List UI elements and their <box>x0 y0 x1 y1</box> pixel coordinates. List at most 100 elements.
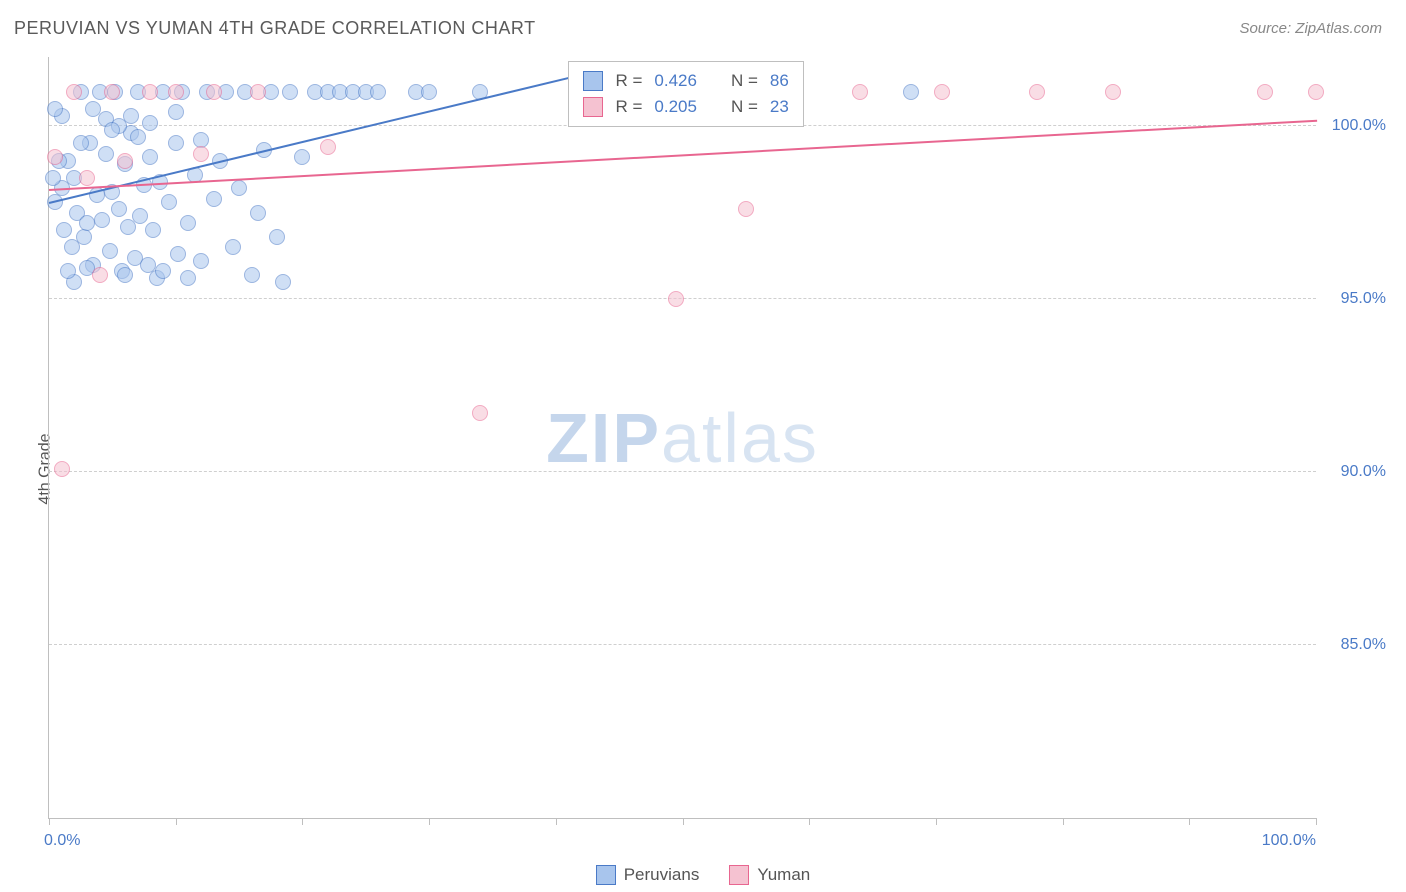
scatter-point <box>168 84 184 100</box>
x-tick <box>1063 818 1064 825</box>
x-tick <box>49 818 50 825</box>
scatter-point <box>193 146 209 162</box>
x-tick <box>936 818 937 825</box>
scatter-point <box>1029 84 1045 100</box>
stats-box: R =0.426N =86R =0.205N =23 <box>568 61 803 127</box>
gridline <box>49 471 1316 472</box>
x-tick <box>683 818 684 825</box>
legend-label: Yuman <box>757 865 810 885</box>
r-label: R = <box>615 71 642 91</box>
scatter-point <box>852 84 868 100</box>
scatter-point <box>111 201 127 217</box>
legend-item-peruvians: Peruvians <box>596 865 700 885</box>
scatter-point <box>168 135 184 151</box>
scatter-point <box>269 229 285 245</box>
scatter-point <box>145 222 161 238</box>
scatter-point <box>294 149 310 165</box>
scatter-point <box>250 205 266 221</box>
scatter-point <box>668 291 684 307</box>
x-tick <box>809 818 810 825</box>
scatter-point <box>142 115 158 131</box>
scatter-point <box>117 267 133 283</box>
legend-swatch-icon <box>596 865 616 885</box>
scatter-point <box>79 215 95 231</box>
scatter-point <box>206 84 222 100</box>
scatter-point <box>250 84 266 100</box>
watermark: ZIPatlas <box>546 398 819 478</box>
x-tick <box>1189 818 1190 825</box>
x-tick <box>176 818 177 825</box>
scatter-point <box>66 84 82 100</box>
y-tick-label: 95.0% <box>1341 290 1386 308</box>
scatter-point <box>104 122 120 138</box>
scatter-point <box>168 104 184 120</box>
chart-container: 4th Grade ZIPatlas 85.0%90.0%95.0%100.0%… <box>0 49 1406 889</box>
scatter-point <box>123 108 139 124</box>
scatter-point <box>206 191 222 207</box>
r-label: R = <box>615 97 642 117</box>
scatter-point <box>60 263 76 279</box>
series-swatch-icon <box>583 97 603 117</box>
gridline <box>49 644 1316 645</box>
r-value: 0.426 <box>654 71 697 91</box>
scatter-point <box>94 212 110 228</box>
y-tick-label: 100.0% <box>1332 117 1386 135</box>
scatter-point <box>130 129 146 145</box>
scatter-point <box>370 84 386 100</box>
x-tick <box>302 818 303 825</box>
scatter-point <box>1257 84 1273 100</box>
scatter-point <box>472 405 488 421</box>
scatter-point <box>76 229 92 245</box>
y-tick-label: 85.0% <box>1341 636 1386 654</box>
n-value: 86 <box>770 71 789 91</box>
scatter-point <box>117 153 133 169</box>
n-label: N = <box>731 71 758 91</box>
scatter-point <box>244 267 260 283</box>
scatter-point <box>79 170 95 186</box>
x-tick-label: 100.0% <box>1262 832 1316 850</box>
scatter-point <box>47 149 63 165</box>
scatter-point <box>170 246 186 262</box>
scatter-point <box>1308 84 1324 100</box>
scatter-point <box>73 135 89 151</box>
source-label: Source: ZipAtlas.com <box>1239 20 1382 37</box>
scatter-point <box>282 84 298 100</box>
legend: Peruvians Yuman <box>0 865 1406 885</box>
chart-title: PERUVIAN VS YUMAN 4TH GRADE CORRELATION … <box>14 18 536 39</box>
stats-row: R = 0.426 N = 86 <box>583 68 788 94</box>
x-tick <box>556 818 557 825</box>
scatter-point <box>102 243 118 259</box>
scatter-point <box>225 239 241 255</box>
scatter-point <box>155 263 171 279</box>
legend-item-yuman: Yuman <box>729 865 810 885</box>
scatter-point <box>132 208 148 224</box>
scatter-point <box>92 267 108 283</box>
scatter-point <box>56 222 72 238</box>
scatter-point <box>903 84 919 100</box>
scatter-point <box>47 101 63 117</box>
plot-area: ZIPatlas 85.0%90.0%95.0%100.0%0.0%100.0%… <box>48 57 1316 819</box>
scatter-point <box>85 101 101 117</box>
n-value: 23 <box>770 97 789 117</box>
y-tick-label: 90.0% <box>1341 463 1386 481</box>
scatter-point <box>161 194 177 210</box>
x-tick <box>1316 818 1317 825</box>
scatter-point <box>231 180 247 196</box>
series-swatch-icon <box>583 71 603 91</box>
legend-label: Peruvians <box>624 865 700 885</box>
scatter-point <box>421 84 437 100</box>
scatter-point <box>104 84 120 100</box>
legend-swatch-icon <box>729 865 749 885</box>
scatter-point <box>193 253 209 269</box>
x-tick <box>429 818 430 825</box>
scatter-point <box>142 84 158 100</box>
scatter-point <box>98 146 114 162</box>
scatter-point <box>180 270 196 286</box>
scatter-point <box>45 170 61 186</box>
scatter-point <box>180 215 196 231</box>
scatter-point <box>320 139 336 155</box>
scatter-point <box>54 461 70 477</box>
r-value: 0.205 <box>654 97 697 117</box>
scatter-point <box>738 201 754 217</box>
scatter-point <box>142 149 158 165</box>
